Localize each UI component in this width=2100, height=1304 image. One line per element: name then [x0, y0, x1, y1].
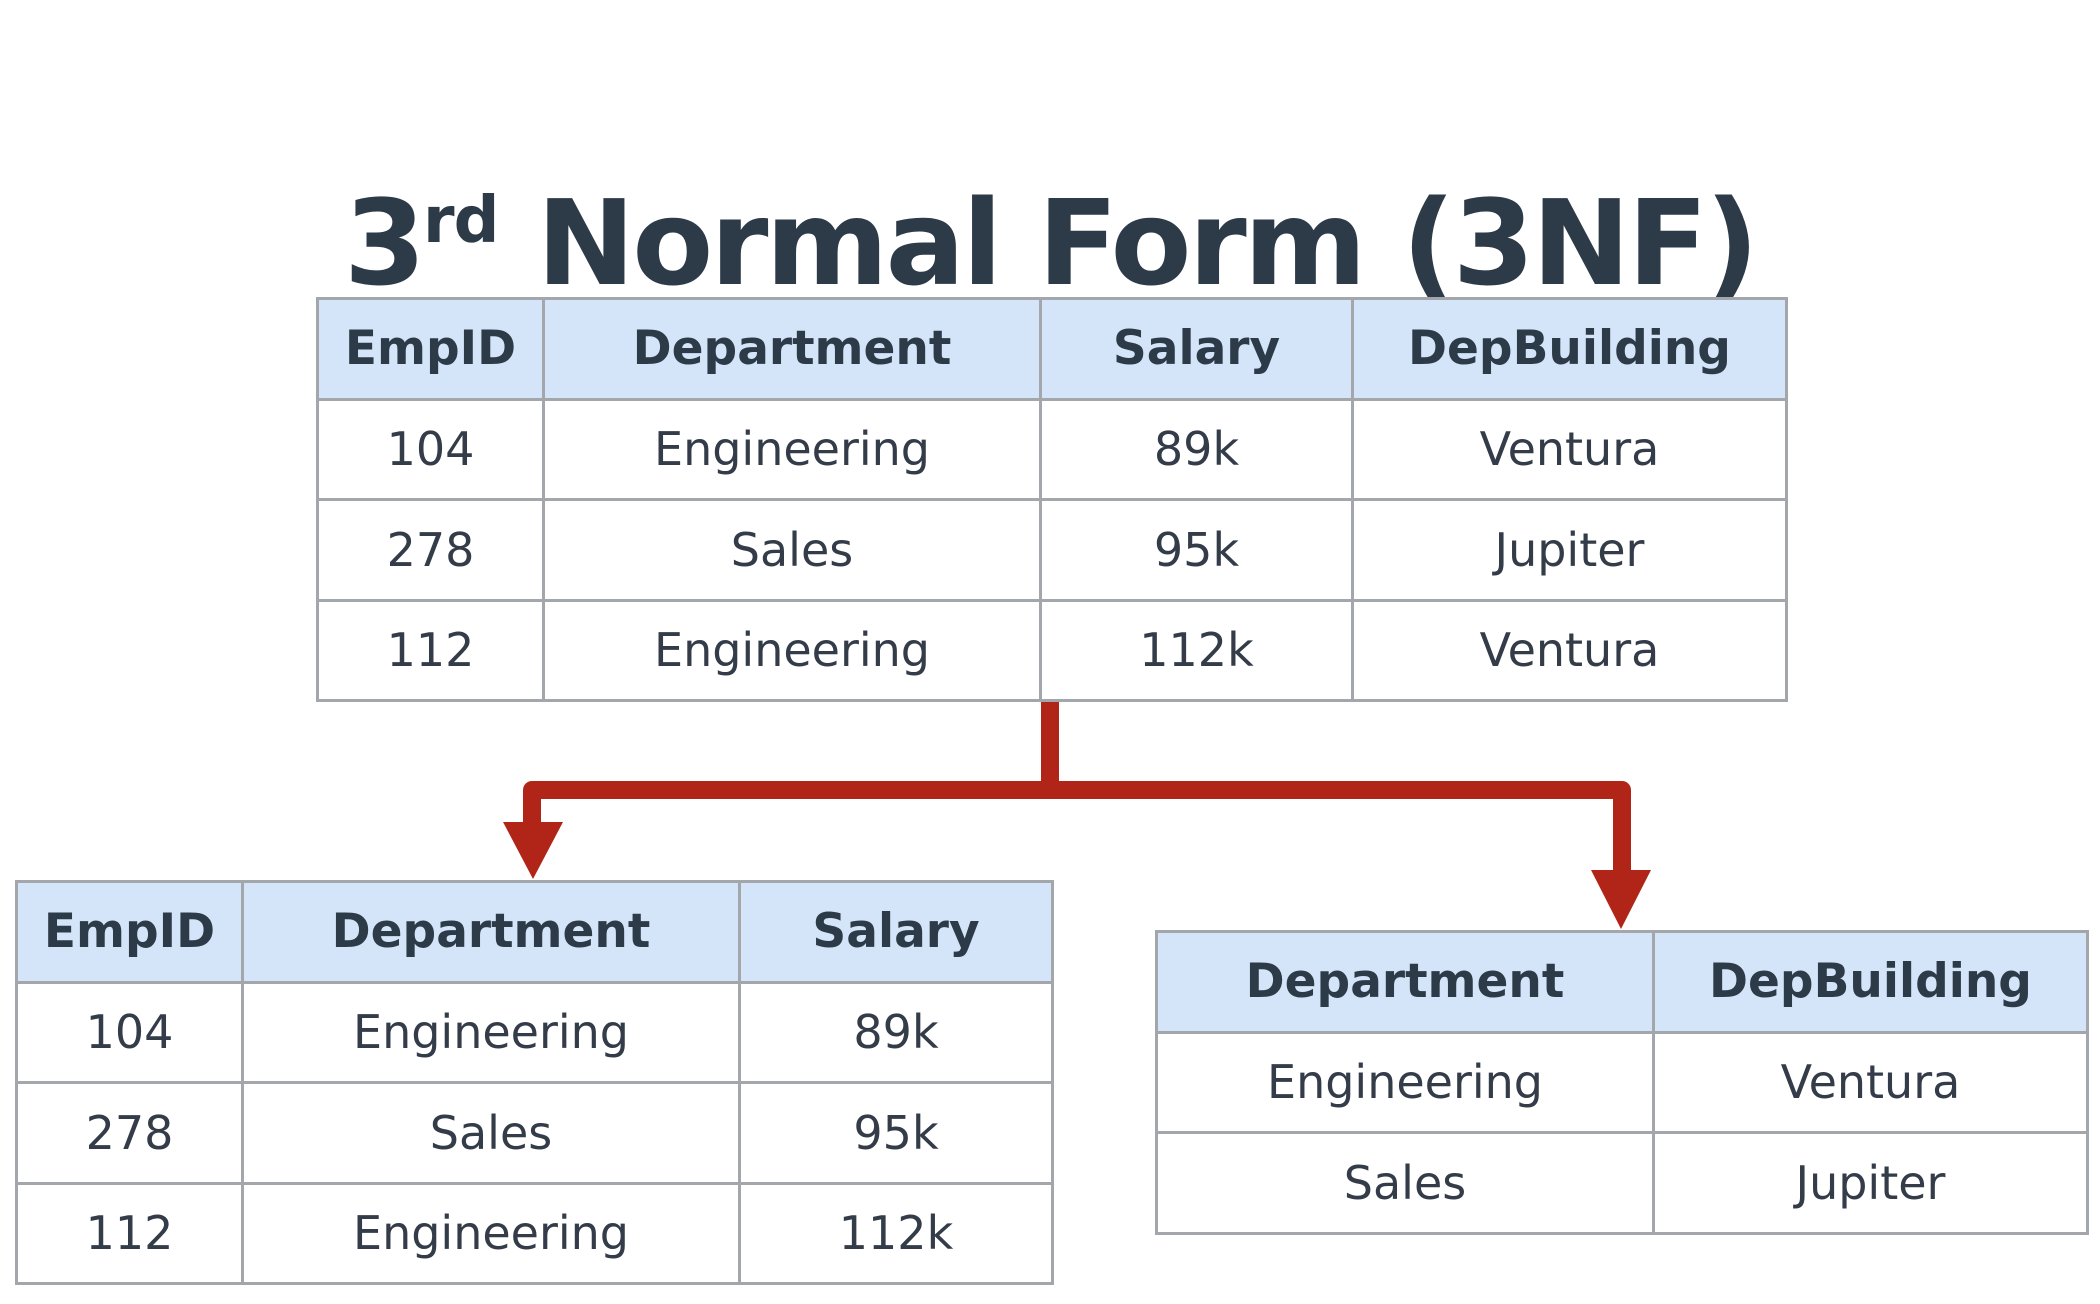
title-number: 3 — [343, 174, 426, 313]
header-cell: Department — [1155, 930, 1655, 1034]
page-title: 3rd Normal Form (3NF) — [0, 184, 2100, 302]
table-header-row: Department DepBuilding — [1155, 930, 2089, 1034]
table-cell: 112 — [15, 1181, 244, 1285]
header-cell: Salary — [738, 880, 1054, 984]
table-cell: 112 — [316, 598, 545, 702]
table-cell: 112k — [1039, 598, 1354, 702]
header-cell: EmpID — [15, 880, 244, 984]
table-cell: Engineering — [1155, 1030, 1655, 1134]
table-row: 112 Engineering 112k — [15, 1181, 1054, 1285]
arrow-head-left — [503, 822, 563, 879]
table-cell: 95k — [1039, 498, 1354, 602]
table-cell: 278 — [316, 498, 545, 602]
header-cell: Department — [542, 297, 1042, 401]
table-cell: 278 — [15, 1081, 244, 1185]
header-cell: Department — [241, 880, 741, 984]
table-cell: 112k — [738, 1181, 1054, 1285]
table-cell: 95k — [738, 1081, 1054, 1185]
connector-left-branch — [523, 781, 1050, 828]
table-cell: Sales — [542, 498, 1042, 602]
table-row: 104 Engineering 89k — [15, 980, 1054, 1084]
header-cell: DepBuilding — [1351, 297, 1788, 401]
table-row: 104 Engineering 89k Ventura — [316, 397, 1788, 501]
original-table: EmpID Department Salary DepBuilding 104 … — [316, 297, 1788, 702]
table-cell: Ventura — [1652, 1030, 2089, 1134]
table-cell: Engineering — [542, 598, 1042, 702]
header-cell: EmpID — [316, 297, 545, 401]
table-row: Engineering Ventura — [1155, 1030, 2089, 1134]
department-table: Department DepBuilding Engineering Ventu… — [1155, 930, 2089, 1235]
table-row: 112 Engineering 112k Ventura — [316, 598, 1788, 702]
table-cell: Jupiter — [1652, 1131, 2089, 1235]
table-cell: Ventura — [1351, 598, 1788, 702]
table-cell: Jupiter — [1351, 498, 1788, 602]
title-superscript: rd — [423, 184, 499, 259]
table-cell: Ventura — [1351, 397, 1788, 501]
arrow-head-right — [1591, 870, 1651, 929]
table-cell: Engineering — [241, 980, 741, 1084]
table-row: Sales Jupiter — [1155, 1131, 2089, 1235]
table-cell: 89k — [738, 980, 1054, 1084]
connector-right-branch — [1050, 781, 1631, 872]
table-cell: Engineering — [241, 1181, 741, 1285]
table-row: 278 Sales 95k — [15, 1081, 1054, 1185]
table-cell: Sales — [1155, 1131, 1655, 1235]
header-cell: DepBuilding — [1652, 930, 2089, 1034]
title-text: Normal Form (3NF) — [498, 174, 1759, 313]
table-header-row: EmpID Department Salary — [15, 880, 1054, 984]
table-cell: 89k — [1039, 397, 1354, 501]
table-cell: 104 — [316, 397, 545, 501]
table-row: 278 Sales 95k Jupiter — [316, 498, 1788, 602]
table-cell: Engineering — [542, 397, 1042, 501]
table-cell: Sales — [241, 1081, 741, 1185]
table-cell: 104 — [15, 980, 244, 1084]
header-cell: Salary — [1039, 297, 1354, 401]
table-header-row: EmpID Department Salary DepBuilding — [316, 297, 1788, 401]
employee-table: EmpID Department Salary 104 Engineering … — [15, 880, 1054, 1285]
